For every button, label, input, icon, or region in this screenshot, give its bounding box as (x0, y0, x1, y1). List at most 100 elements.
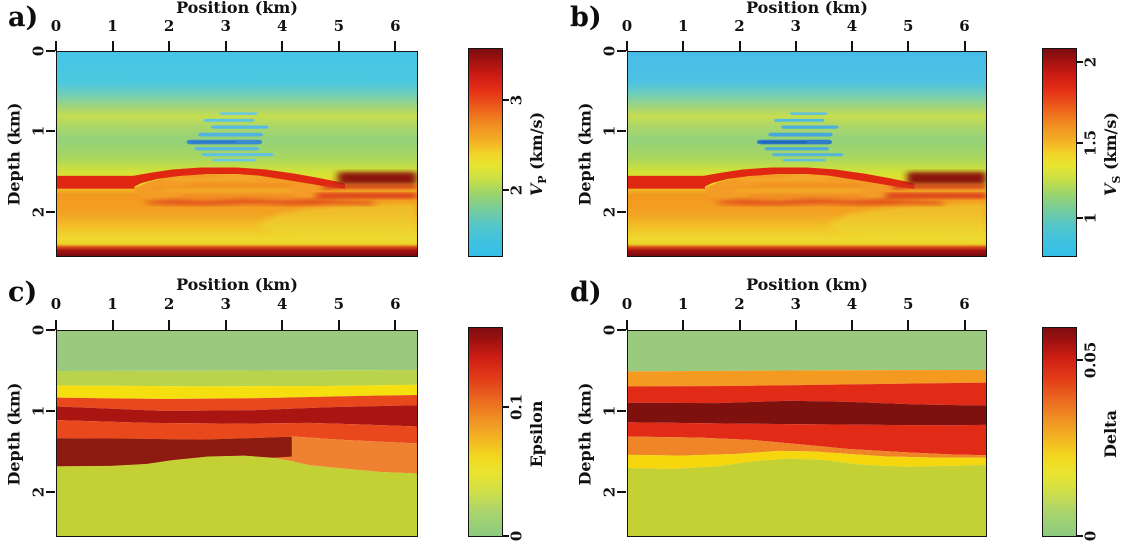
panel-c-colorbar-units: Epsilon (526, 400, 546, 467)
panel-c-colorbar-tick-label: 0.1 (507, 393, 526, 420)
panel-b-xtick-label: 6 (959, 17, 970, 35)
panel-a-x-axis-title: Position (km) (176, 0, 298, 17)
panel-b-colorbar-units: (km/s) (1100, 112, 1120, 176)
panel-b-xtick-label: 0 (621, 17, 633, 35)
panel-a-colorbar-label: VP (km/s) (527, 112, 549, 196)
panel-a-ytick-label: 2 (29, 206, 48, 218)
panel-a-colorbar-tick-mark (503, 99, 509, 102)
panel-b-xtick-label: 1 (678, 17, 689, 35)
panel-d-colorbar-units: Delta (1100, 409, 1120, 458)
panel-b-xtick-mark (963, 41, 966, 51)
panel-b-colorbar-label: VS (km/s) (1101, 112, 1123, 196)
panel-b-corner-label: b) (570, 2, 602, 33)
panel-b-xtick-mark (738, 41, 741, 51)
panel-d-xtick-label: 6 (959, 295, 970, 313)
panel-d-xtick-label: 4 (846, 295, 858, 313)
panel-b-colorbar-tick-mark (1077, 60, 1083, 63)
panel-b-colorbar-tick-label: 1.5 (1081, 130, 1100, 157)
panel-d-xtick-label: 5 (903, 295, 914, 313)
panel-d-ytick-label: 2 (600, 486, 619, 497)
panel-b-xtick-label: 4 (846, 17, 858, 35)
panel-d-xtick-label: 3 (790, 295, 801, 313)
panel-c-colorbar-tick-mark (503, 534, 509, 537)
panel-d-xtick-mark (738, 320, 741, 330)
panel-b-y-axis-label: Depth (km) (575, 102, 595, 206)
panel-b-xtick-label: 5 (903, 17, 914, 35)
panel-a-corner-label: a) (8, 2, 39, 33)
panel-c-heatmap (56, 330, 418, 537)
panel-b-colorbar-tick-label: 1 (1081, 213, 1100, 224)
panel-b-xtick-mark (851, 41, 853, 51)
panel-a-xtick-label: 3 (220, 17, 231, 35)
panel-c-xtick-mark (224, 320, 227, 330)
panel-a-xtick-label: 5 (333, 17, 345, 35)
panel-c-colorbar-tick-mark (503, 405, 509, 408)
panel-d-colorbar-tick-label: 0.05 (1081, 341, 1100, 378)
panel-a-xtick-mark (394, 41, 397, 51)
panel-d-colorbar-tick-mark (1077, 358, 1083, 361)
panel-a-colorbar-units: (km/s) (526, 111, 546, 176)
panel-c-x-axis-title: Position (km) (176, 275, 298, 294)
panel-a-colorbar-tick-mark (503, 189, 509, 192)
panel-d-ytick-mark (617, 409, 626, 412)
panel-c-ytick-mark (46, 490, 55, 493)
panel-d-xtick-mark (963, 320, 966, 330)
panel-a-colorbar-variable: V (526, 183, 546, 197)
panel-b-ytick-label: 2 (600, 206, 619, 218)
panel-b-heatmap (627, 51, 987, 257)
panel-b-xtick-label: 2 (734, 17, 745, 35)
panel-a-ytick-mark (46, 210, 55, 213)
panel-a-ytick-mark (46, 130, 55, 133)
panel-a-ytick-mark (46, 50, 55, 52)
panel-c-xtick-label: 1 (107, 295, 118, 313)
panel-c-xtick-label: 5 (333, 295, 345, 313)
panel-b-xtick-mark (682, 41, 685, 51)
panel-a-xtick-mark (55, 41, 57, 51)
panel-d-heatmap (627, 330, 987, 537)
panel-c-colorbar-label: Epsilon (527, 400, 549, 467)
panel-a-ytick-label: 0 (29, 45, 48, 57)
panel-c-xtick-mark (168, 320, 171, 330)
panel-d-colorbar (1042, 327, 1077, 537)
panel-b-ytick-mark (617, 50, 626, 52)
panel-c-xtick-mark (55, 320, 57, 330)
panel-d-x-axis-title: Position (km) (746, 275, 868, 294)
panel-b-xtick-mark (626, 41, 628, 51)
panel-c-ytick-label: 2 (29, 486, 48, 497)
panel-d-ytick-mark (617, 490, 626, 493)
panel-c-xtick-label: 6 (390, 295, 401, 313)
panel-d-xtick-mark (682, 320, 685, 330)
panel-a-xtick-label: 0 (50, 17, 62, 35)
panel-b-colorbar-variable: V (1100, 183, 1120, 196)
panel-b-ytick-label: 1 (600, 126, 619, 137)
panel-d-ytick-label: 0 (600, 324, 619, 336)
panel-b-colorbar-tick-label: 2 (1081, 56, 1100, 67)
panel-c-ytick-label: 0 (29, 324, 48, 336)
panel-d-colorbar-tick-mark (1077, 534, 1083, 537)
panel-b-colorbar-subscript: S (1110, 175, 1124, 184)
panel-b-xtick-mark (907, 41, 910, 51)
panel-d-xtick-label: 0 (621, 295, 633, 313)
panel-a-heatmap (56, 51, 418, 257)
panel-c-xtick-mark (281, 320, 284, 330)
panel-a-y-axis-label: Depth (km) (4, 102, 24, 206)
panel-a-xtick-mark (224, 41, 227, 51)
panel-d-ytick-label: 1 (600, 405, 619, 417)
panel-b-ytick-mark (617, 210, 626, 213)
panel-c-ytick-mark (46, 409, 55, 412)
panel-b-x-axis-title: Position (km) (746, 0, 868, 17)
panel-c-xtick-mark (337, 320, 340, 330)
panel-c-y-axis-label: Depth (km) (4, 382, 24, 485)
panel-d-ytick-mark (617, 329, 626, 331)
panel-c-xtick-label: 4 (277, 295, 288, 313)
panel-c-xtick-mark (111, 320, 114, 330)
panel-c-xtick-label: 3 (220, 295, 231, 313)
panel-c-colorbar (468, 327, 503, 537)
panel-a-xtick-mark (111, 41, 114, 51)
panel-a-xtick-mark (337, 41, 340, 51)
panel-a-ytick-label: 1 (29, 126, 48, 137)
panel-b-xtick-mark (794, 41, 797, 51)
panel-b-colorbar (1042, 48, 1077, 257)
panel-c-ytick-label: 1 (29, 405, 48, 417)
panel-a-xtick-label: 6 (390, 17, 401, 35)
